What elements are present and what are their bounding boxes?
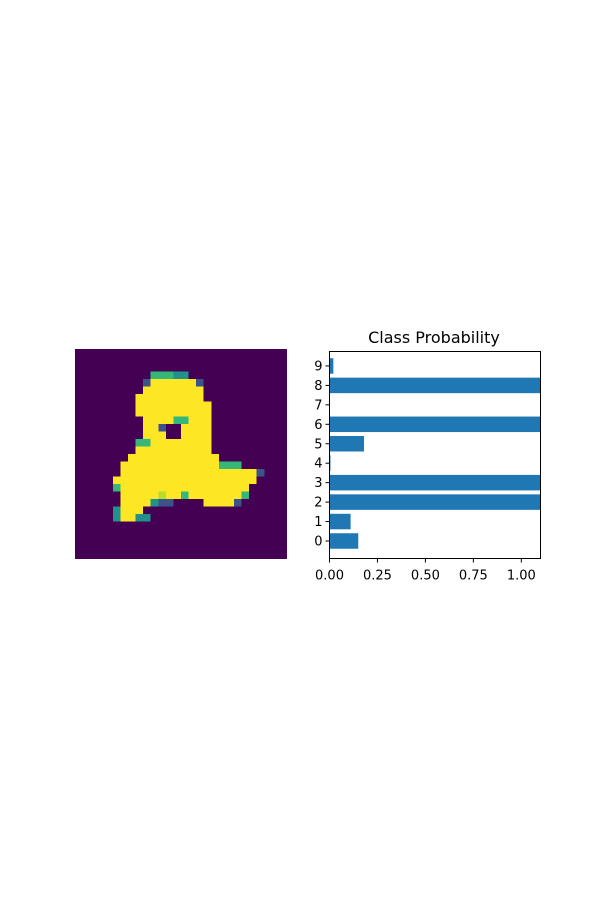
bar-class-9: [329, 358, 334, 374]
x-axis-ticks: 0.00 0.25 0.50 0.75 1.00: [315, 558, 536, 584]
digit-image: [75, 349, 287, 559]
bar-class-3: [329, 474, 541, 491]
y-tick-label-7: 7: [314, 398, 322, 413]
bar-class-6: [329, 416, 541, 433]
y-tick-label-2: 2: [314, 496, 322, 511]
x-tick-label-0: 0.00: [315, 569, 344, 584]
chart-title: Class Probability: [368, 328, 500, 347]
bar-class-1: [329, 513, 351, 530]
bar-class-8: [329, 377, 541, 394]
bar-class-0: [329, 533, 359, 549]
x-tick-label-1: 0.25: [363, 569, 392, 584]
y-axis-ticks: 0 1 2 3 4 5 6 7 8 9: [314, 359, 330, 550]
x-tick-label-4: 1.00: [507, 569, 536, 584]
bar-class-2: [329, 494, 541, 510]
y-tick-label-9: 9: [314, 359, 322, 374]
bar-group: [329, 358, 541, 549]
digit-image-stroke: [112, 371, 265, 522]
x-tick-label-3: 0.75: [459, 569, 488, 584]
y-tick-label-3: 3: [314, 476, 322, 491]
bar-class-5: [329, 436, 365, 452]
plot-frame: [329, 351, 541, 559]
y-tick-label-8: 8: [314, 379, 322, 394]
y-tick-label-5: 5: [314, 437, 322, 452]
y-tick-label-6: 6: [314, 418, 322, 433]
y-tick-label-1: 1: [314, 515, 322, 530]
x-tick-label-2: 0.50: [411, 569, 440, 584]
y-tick-label-4: 4: [314, 457, 322, 472]
y-tick-label-0: 0: [314, 535, 322, 550]
